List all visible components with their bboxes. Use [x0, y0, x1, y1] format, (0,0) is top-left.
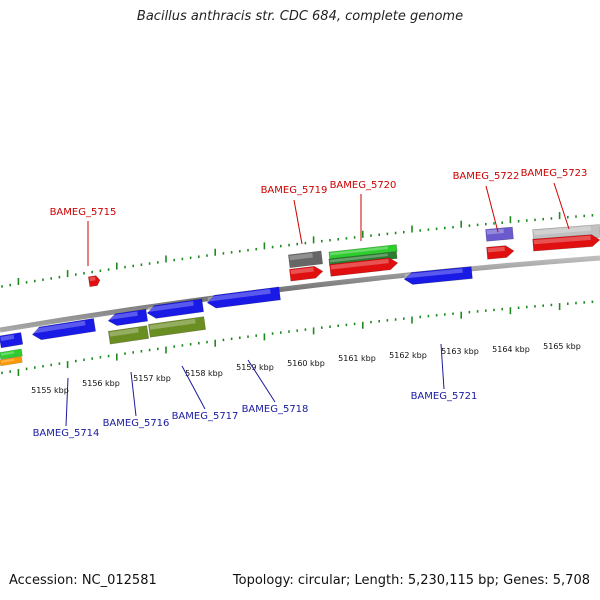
green-feature-shape	[0, 348, 23, 360]
cds-red-arrow	[532, 234, 600, 252]
gray-feature-shape	[288, 250, 323, 269]
cds-red-arrow-shape	[289, 265, 324, 282]
cds-red-arrow-highlight	[487, 246, 505, 253]
genome-backbone	[0, 255, 600, 333]
scale-label: 5157 kbp	[133, 374, 171, 383]
forward-gene-label: BAMEG_5720	[330, 180, 397, 191]
cds-blue-feature-shape	[0, 332, 24, 349]
gray-feature	[288, 250, 323, 269]
cds-blue-arrow	[403, 266, 473, 285]
reverse-gene-label: BAMEG_5718	[242, 404, 309, 415]
scale-label: 5156 kbp	[82, 379, 120, 388]
olive-feature-highlight	[109, 327, 139, 337]
cds-red-arrow	[87, 275, 101, 288]
reverse-gene-label: BAMEG_5717	[172, 411, 239, 422]
olive-feature	[148, 316, 206, 338]
cds-blue-feature-highlight	[0, 334, 15, 342]
forward-gene-label: BAMEG_5715	[50, 207, 117, 218]
label-connectors	[65, 182, 570, 427]
olive-feature	[107, 325, 150, 345]
scale-label: 5155 kbp	[31, 386, 69, 395]
olive-feature-shape	[107, 325, 150, 345]
cds-red-arrow	[289, 265, 324, 282]
reverse-gene-label: BAMEG_5716	[103, 418, 170, 429]
green-feature-highlight	[0, 351, 15, 356]
forward-gene-label: BAMEG_5722	[453, 171, 520, 182]
cds-blue-arrow-shape	[31, 318, 96, 341]
scale-label: 5163 kbp	[441, 347, 479, 356]
forward-label-connector	[293, 199, 303, 245]
olive-feature-shape	[148, 316, 206, 338]
dark-green-feature-shape	[328, 251, 398, 267]
cds-blue-arrow-shape	[146, 298, 204, 319]
scale-label: 5165 kbp	[543, 342, 581, 351]
outer-tick-ring	[1, 212, 594, 288]
scale-label: 5158 kbp	[185, 369, 223, 378]
lightgray-feature-highlight	[533, 226, 591, 236]
cds-red-arrow-highlight	[290, 267, 314, 275]
cds-blue-arrow-highlight	[108, 311, 138, 320]
cds-blue-arrow	[146, 298, 204, 319]
feature-layer	[0, 224, 600, 367]
green-feature	[0, 348, 23, 360]
reverse-gene-label: BAMEG_5721	[411, 391, 478, 402]
reverse-gene-label: BAMEG_5714	[33, 428, 100, 439]
cds-blue-arrow	[31, 318, 96, 341]
dark-green-feature-highlight	[329, 253, 388, 263]
dark-green-feature	[328, 251, 398, 267]
reverse-label-connector	[247, 359, 276, 403]
green-feature	[328, 244, 398, 260]
orange-feature	[0, 356, 23, 367]
accession-text: Accession: NC_012581	[9, 573, 157, 588]
reverse-label-connector	[181, 365, 206, 410]
scale-label: 5162 kbp	[389, 351, 427, 360]
cds-red-arrow-shape	[329, 257, 399, 277]
forward-gene-label: BAMEG_5719	[261, 185, 328, 196]
gene-labels: BAMEG_5715 BAMEG_5719 BAMEG_5720 BAMEG_5722…	[33, 168, 588, 439]
gray-feature-highlight	[289, 252, 313, 261]
orange-feature-highlight	[0, 358, 15, 363]
reverse-label-connector	[440, 343, 445, 390]
forward-gene-label: BAMEG_5723	[521, 168, 588, 179]
scale-label: 5160 kbp	[287, 359, 325, 368]
cds-red-arrow-highlight	[533, 235, 591, 245]
cds-blue-feature	[0, 332, 24, 349]
cds-red-arrow-shape	[87, 275, 101, 288]
cds-blue-arrow-highlight	[147, 301, 194, 313]
forward-label-connector	[553, 182, 570, 230]
cds-blue-arrow-shape	[206, 286, 281, 309]
scale-label: 5159 kbp	[236, 363, 274, 372]
orange-feature-shape	[0, 356, 23, 367]
cds-blue-arrow-highlight	[32, 320, 86, 334]
cds-blue-arrow-highlight	[207, 289, 271, 302]
scale-label: 5161 kbp	[338, 354, 376, 363]
cds-blue-arrow	[107, 308, 149, 326]
cds-red-arrow-highlight	[330, 258, 389, 270]
cds-blue-arrow-highlight	[404, 268, 463, 279]
green-feature-shape	[328, 244, 398, 260]
cds-blue-arrow-shape	[107, 308, 149, 326]
cds-blue-arrow	[206, 286, 281, 309]
olive-feature-highlight	[149, 318, 196, 330]
green-feature-highlight	[329, 246, 388, 256]
cds-red-arrow-shape	[532, 234, 600, 252]
purple-feature-highlight	[486, 228, 504, 235]
purple-feature-shape	[485, 226, 514, 242]
cds-red-arrow-shape	[486, 245, 515, 260]
scale-labels: 5155 kbp 5156 kbp 5157 kbp 5158 kbp 5159 kbp…	[31, 342, 581, 395]
cds-blue-arrow-shape	[403, 266, 473, 285]
scale-label: 5164 kbp	[492, 345, 530, 354]
inner-tick-ring	[1, 300, 594, 376]
map-title: Bacillus anthracis str. CDC 684, complet…	[136, 9, 464, 24]
cds-red-arrow	[329, 257, 399, 277]
genome-summary-text: Topology: circular; Length: 5,230,115 bp…	[232, 573, 590, 588]
cds-red-arrow	[486, 245, 515, 260]
purple-feature	[485, 226, 514, 242]
forward-label-connector	[485, 185, 499, 233]
reverse-label-connector	[65, 377, 69, 427]
reverse-label-connector	[130, 371, 137, 417]
cds-red-arrow-highlight	[89, 276, 96, 282]
